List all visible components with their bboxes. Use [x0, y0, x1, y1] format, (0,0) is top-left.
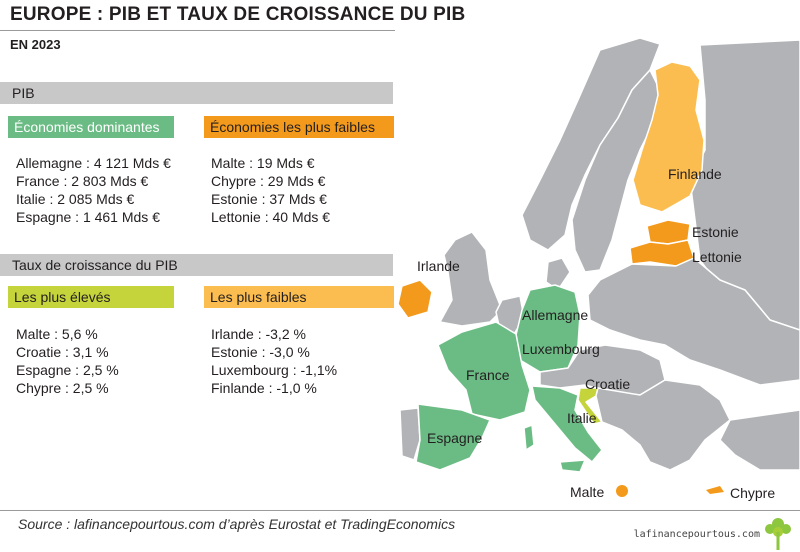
- list-item: Chypre : 29 Mds €: [211, 173, 326, 189]
- balkans-shape: [595, 379, 731, 471]
- list-item: Chypre : 2,5 %: [16, 380, 109, 396]
- map-label-estonie: Estonie: [692, 224, 739, 240]
- list-item: Malte : 5,6 %: [16, 326, 98, 342]
- list-item: Finlande : -1,0 %: [211, 380, 317, 396]
- page-subtitle: EN 2023: [10, 37, 61, 52]
- map-label-luxembourg: Luxembourg: [522, 341, 600, 357]
- growth-band: Taux de croissance du PIB: [0, 254, 393, 276]
- footer-divider: [0, 510, 800, 511]
- list-item: Irlande : -3,2 %: [211, 326, 306, 342]
- pib-dominant-list: Allemagne : 4 121 Mds € France : 2 803 M…: [16, 154, 171, 226]
- list-item: Estonie : -3,0 %: [211, 344, 310, 360]
- growth-lowest-label: Les plus faibles: [210, 289, 307, 305]
- growth-lowest-pill: Les plus faibles: [204, 286, 394, 308]
- portugal-shape: [399, 407, 421, 461]
- map-label-espagne: Espagne: [427, 430, 483, 446]
- map-label-croatie: Croatie: [585, 376, 631, 392]
- pib-dominant-label: Économies dominantes: [14, 119, 160, 135]
- list-item: Espagne : 2,5 %: [16, 362, 119, 378]
- pib-dominant-pill: Économies dominantes: [8, 116, 174, 138]
- list-item: Croatie : 3,1 %: [16, 344, 109, 360]
- list-item: Estonie : 37 Mds €: [211, 191, 327, 207]
- list-item: Italie : 2 085 Mds €: [16, 191, 135, 207]
- map-label-chypre: Chypre: [730, 485, 776, 501]
- ireland-shape: [397, 279, 433, 319]
- map-label-finlande: Finlande: [668, 166, 722, 182]
- growth-band-label: Taux de croissance du PIB: [12, 257, 178, 273]
- pib-band: PIB: [0, 82, 393, 104]
- list-item: Luxembourg : -1,1%: [211, 362, 338, 378]
- france-shape: [437, 321, 531, 421]
- turkey-shape: [719, 409, 800, 471]
- pib-weakest-pill: Économies les plus faibles: [204, 116, 394, 138]
- sardinia-shape: [523, 424, 535, 451]
- map-label-italie: Italie: [567, 410, 597, 426]
- growth-highest-label: Les plus élevés: [14, 289, 111, 305]
- spain-shape: [415, 403, 491, 471]
- list-item: Espagne : 1 461 Mds €: [16, 209, 160, 225]
- growth-highest-pill: Les plus élevés: [8, 286, 174, 308]
- cyprus-shape: [706, 486, 724, 494]
- italy-shape: [531, 385, 603, 463]
- list-item: Malte : 19 Mds €: [211, 155, 315, 171]
- list-item: France : 2 803 Mds €: [16, 173, 149, 189]
- page-title: EUROPE : PIB ET TAUX DE CROISSANCE DU PI…: [10, 4, 466, 25]
- denmark-shape: [545, 257, 571, 291]
- baltic-east-shape: [587, 257, 800, 386]
- pib-weakest-label: Économies les plus faibles: [210, 119, 375, 135]
- map-label-malte: Malte: [570, 484, 605, 500]
- map-label-irlande: Irlande: [417, 258, 460, 274]
- tree-logo-icon: [765, 518, 791, 550]
- map-label-france: France: [466, 367, 510, 383]
- growth-lowest-list: Irlande : -3,2 % Estonie : -3,0 % Luxemb…: [211, 325, 337, 397]
- uk-shape: [439, 231, 503, 327]
- norway-shape: [521, 37, 661, 251]
- malta-dot: [616, 485, 628, 497]
- pib-weakest-list: Malte : 19 Mds € Chypre : 29 Mds € Eston…: [211, 154, 330, 226]
- source-note: Source : lafinancepourtous.com d’après E…: [18, 516, 456, 532]
- sicily-shape: [559, 459, 586, 473]
- map-label-allemagne: Allemagne: [522, 307, 589, 323]
- europe-map: [395, 30, 800, 508]
- list-item: Allemagne : 4 121 Mds €: [16, 155, 171, 171]
- map-label-lettonie: Lettonie: [692, 249, 742, 265]
- growth-highest-list: Malte : 5,6 % Croatie : 3,1 % Espagne : …: [16, 325, 119, 397]
- list-item: Lettonie : 40 Mds €: [211, 209, 331, 225]
- brand-text: lafinancepourtous.com: [633, 529, 760, 540]
- pib-band-label: PIB: [12, 85, 35, 101]
- finland-shape: [632, 61, 705, 213]
